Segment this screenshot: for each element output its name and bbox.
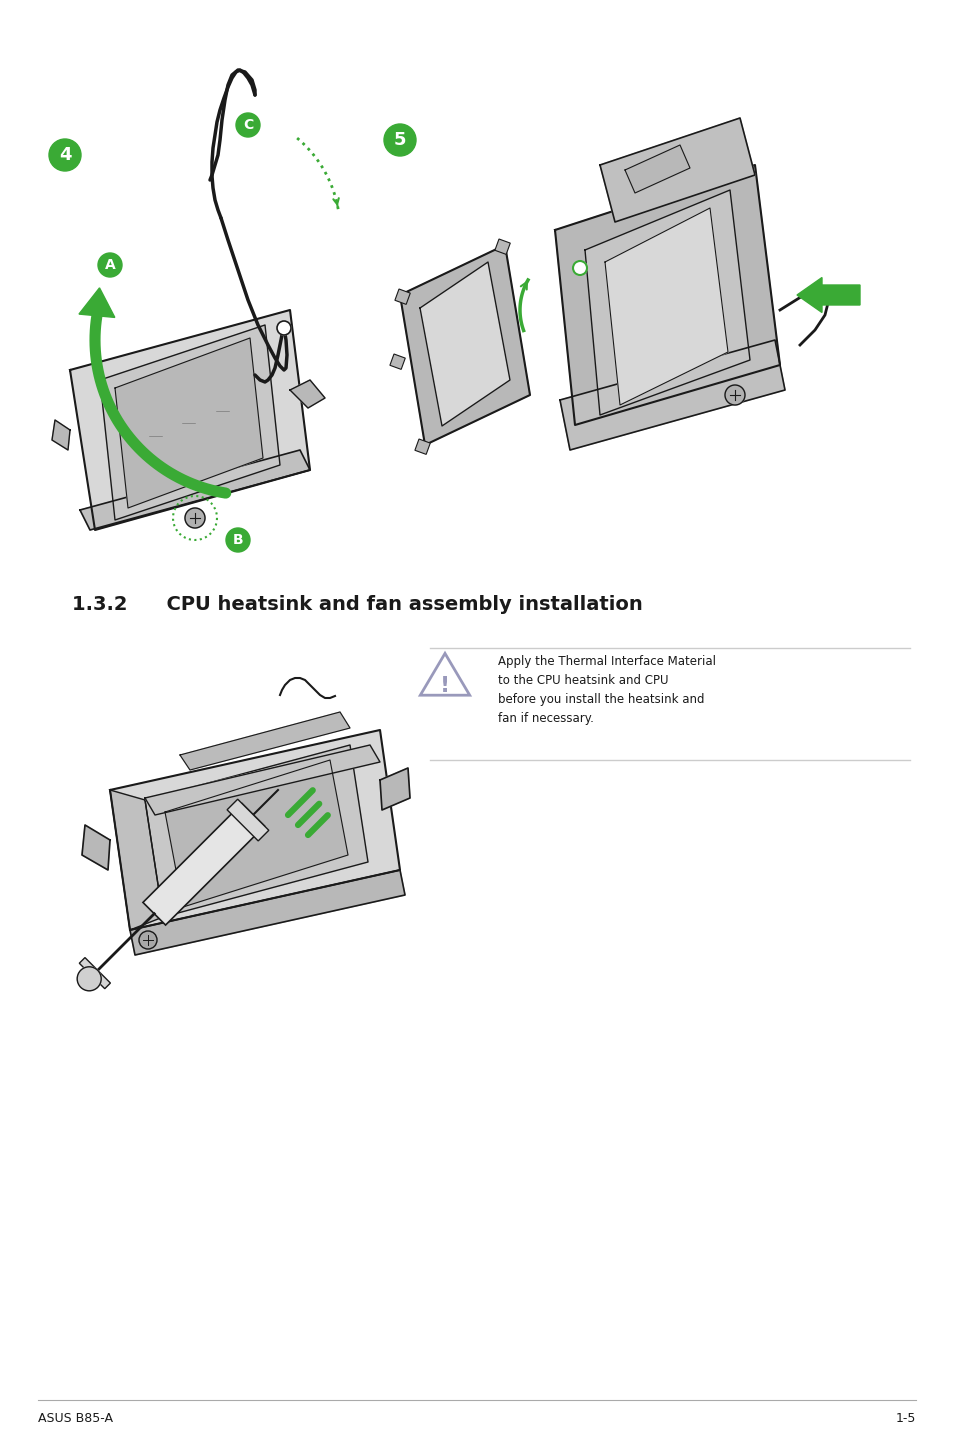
Bar <box>495 239 510 255</box>
Text: B: B <box>233 533 243 546</box>
Polygon shape <box>599 118 754 221</box>
Polygon shape <box>110 731 399 930</box>
Polygon shape <box>584 190 749 416</box>
Text: A: A <box>105 257 115 272</box>
Circle shape <box>724 385 744 406</box>
Circle shape <box>573 262 586 275</box>
Text: 4: 4 <box>59 147 71 164</box>
Polygon shape <box>604 209 727 406</box>
Circle shape <box>276 321 291 335</box>
Circle shape <box>139 930 157 949</box>
Polygon shape <box>379 768 410 810</box>
Circle shape <box>77 966 101 991</box>
Polygon shape <box>165 761 348 907</box>
Polygon shape <box>115 338 263 508</box>
Circle shape <box>185 508 205 528</box>
Circle shape <box>226 528 250 552</box>
Polygon shape <box>79 288 114 318</box>
Polygon shape <box>559 339 784 450</box>
Polygon shape <box>180 712 350 769</box>
Circle shape <box>235 114 260 137</box>
Polygon shape <box>624 145 689 193</box>
Circle shape <box>98 253 122 278</box>
Text: 1-5: 1-5 <box>895 1412 915 1425</box>
Text: 5: 5 <box>394 131 406 150</box>
Text: ASUS B85-A: ASUS B85-A <box>38 1412 112 1425</box>
Polygon shape <box>70 311 310 531</box>
Polygon shape <box>100 325 280 521</box>
Polygon shape <box>290 380 325 408</box>
Polygon shape <box>110 789 163 930</box>
Polygon shape <box>145 745 368 917</box>
Polygon shape <box>555 165 780 426</box>
Circle shape <box>384 124 416 155</box>
Polygon shape <box>52 420 70 450</box>
Polygon shape <box>399 244 530 444</box>
Bar <box>415 439 430 454</box>
Text: !: ! <box>439 676 450 696</box>
Polygon shape <box>419 262 510 426</box>
Text: C: C <box>243 118 253 132</box>
Bar <box>390 354 405 370</box>
Polygon shape <box>130 870 405 955</box>
FancyArrow shape <box>796 278 859 312</box>
Polygon shape <box>420 653 469 695</box>
Polygon shape <box>227 800 269 841</box>
Polygon shape <box>82 825 110 870</box>
Polygon shape <box>143 804 264 925</box>
Polygon shape <box>80 450 310 531</box>
Text: 1.3.2  CPU heatsink and fan assembly installation: 1.3.2 CPU heatsink and fan assembly inst… <box>71 595 642 614</box>
Polygon shape <box>79 958 111 989</box>
Text: Apply the Thermal Interface Material
to the CPU heatsink and CPU
before you inst: Apply the Thermal Interface Material to … <box>497 654 716 725</box>
Polygon shape <box>145 745 379 815</box>
Bar <box>395 289 410 305</box>
Circle shape <box>49 139 81 171</box>
